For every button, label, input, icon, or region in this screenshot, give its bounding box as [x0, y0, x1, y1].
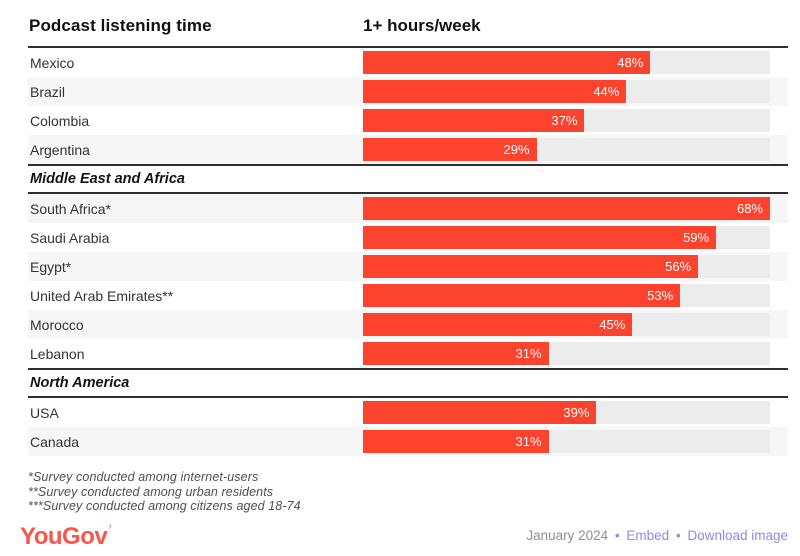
bar-track: 31%: [363, 430, 770, 453]
bar-track: 31%: [363, 342, 770, 365]
yougov-logo-apostrophe: ’: [108, 520, 112, 537]
bar-value-label: 45%: [599, 317, 626, 332]
bar-value-label: 59%: [683, 230, 710, 245]
bar-fill: 29%: [363, 138, 537, 161]
bar-fill: 31%: [363, 342, 549, 365]
bar-fill: 53%: [363, 284, 681, 307]
country-label: United Arab Emirates**: [30, 287, 174, 304]
bar-fill: 37%: [363, 109, 585, 132]
section-title: Middle East and Africa: [30, 171, 185, 187]
bar-fill: 68%: [363, 197, 770, 220]
bar-track: 37%: [363, 109, 770, 132]
country-label: South Africa*: [30, 200, 111, 217]
country-label: Canada: [30, 433, 80, 450]
bar-track: 29%: [363, 138, 770, 161]
bar-fill: 56%: [363, 255, 699, 278]
table-row: Argentina 29%: [28, 135, 788, 164]
footer-meta: January 2024 • Embed • Download image: [526, 528, 788, 543]
section-header: North America: [28, 368, 788, 398]
footer: YouGov’ January 2024 • Embed • Download …: [20, 521, 788, 551]
bar-track: 44%: [363, 80, 770, 103]
bar-fill: 44%: [363, 80, 627, 103]
bar-track: 48%: [363, 51, 770, 74]
separator-dot: •: [614, 528, 620, 544]
table-row: Canada 31%: [28, 427, 788, 456]
footnote: ***Survey conducted among citizens aged …: [28, 499, 301, 514]
bar-fill: 45%: [363, 313, 633, 336]
bar-fill: 48%: [363, 51, 651, 74]
table-row: Saudi Arabia 59%: [28, 223, 788, 252]
country-label: Colombia: [30, 112, 90, 129]
table-row: Morocco 45%: [28, 310, 788, 339]
bar-value-label: 48%: [617, 55, 644, 70]
value-column-header: 1+ hours/week: [363, 16, 481, 35]
table-row: Mexico 48%: [28, 48, 788, 77]
country-label: Brazil: [30, 83, 66, 100]
separator-dot: •: [675, 528, 681, 544]
download-image-link[interactable]: Download image: [687, 528, 788, 544]
country-label: Morocco: [30, 316, 84, 333]
bar-value-label: 29%: [503, 142, 530, 157]
bar-value-label: 31%: [515, 346, 542, 361]
yougov-logo-text: YouGov: [20, 522, 108, 550]
country-label: Mexico: [30, 54, 75, 71]
bar-fill: 31%: [363, 430, 549, 453]
footnote: *Survey conducted among internet-users: [28, 470, 259, 484]
bar-track: 45%: [363, 313, 770, 336]
table-row: Lebanon 31%: [28, 339, 788, 368]
country-label: Saudi Arabia: [30, 229, 110, 246]
section-header: Middle East and Africa: [28, 164, 788, 194]
table-row: Colombia 37%: [28, 106, 788, 135]
country-label: Lebanon: [30, 345, 85, 362]
country-label: USA: [30, 404, 59, 421]
country-label: Argentina: [30, 141, 90, 158]
bar-track: 56%: [363, 255, 770, 278]
chart-title: Podcast listening time: [29, 16, 212, 35]
table-row: USA 39%: [28, 398, 788, 427]
bar-fill: 59%: [363, 226, 717, 249]
table-row: South Africa* 68%: [28, 194, 788, 223]
footnote: **Survey conducted among urban residents: [28, 484, 274, 499]
bar-value-label: 56%: [665, 259, 692, 274]
yougov-logo[interactable]: YouGov’: [20, 521, 112, 551]
bar-track: 68%: [363, 197, 770, 220]
table-row: United Arab Emirates** 53%: [28, 281, 788, 310]
section-title: North America: [30, 375, 130, 391]
table-row: Egypt* 56%: [28, 252, 788, 281]
bar-value-label: 39%: [563, 405, 590, 420]
footnotes: *Survey conducted among internet-users **…: [28, 470, 788, 514]
table-body: Mexico 48% Brazil 44% Colombia 37% Argentina 29…: [28, 48, 788, 456]
bar-value-label: 31%: [515, 434, 542, 449]
column-headers: Podcast listening time 1+ hours/week: [28, 16, 788, 48]
bar-track: 39%: [363, 401, 770, 424]
bar-track: 59%: [363, 226, 770, 249]
bar-value-label: 44%: [593, 84, 620, 99]
bar-value-label: 37%: [551, 113, 578, 128]
bar-track: 53%: [363, 284, 770, 307]
bar-value-label: 68%: [736, 201, 763, 216]
bar-value-label: 53%: [647, 288, 674, 303]
embed-link[interactable]: Embed: [626, 528, 670, 544]
bar-fill: 39%: [363, 401, 597, 424]
date-label: January 2024: [526, 528, 609, 544]
table-row: Brazil 44%: [28, 77, 788, 106]
country-label: Egypt*: [30, 258, 72, 275]
